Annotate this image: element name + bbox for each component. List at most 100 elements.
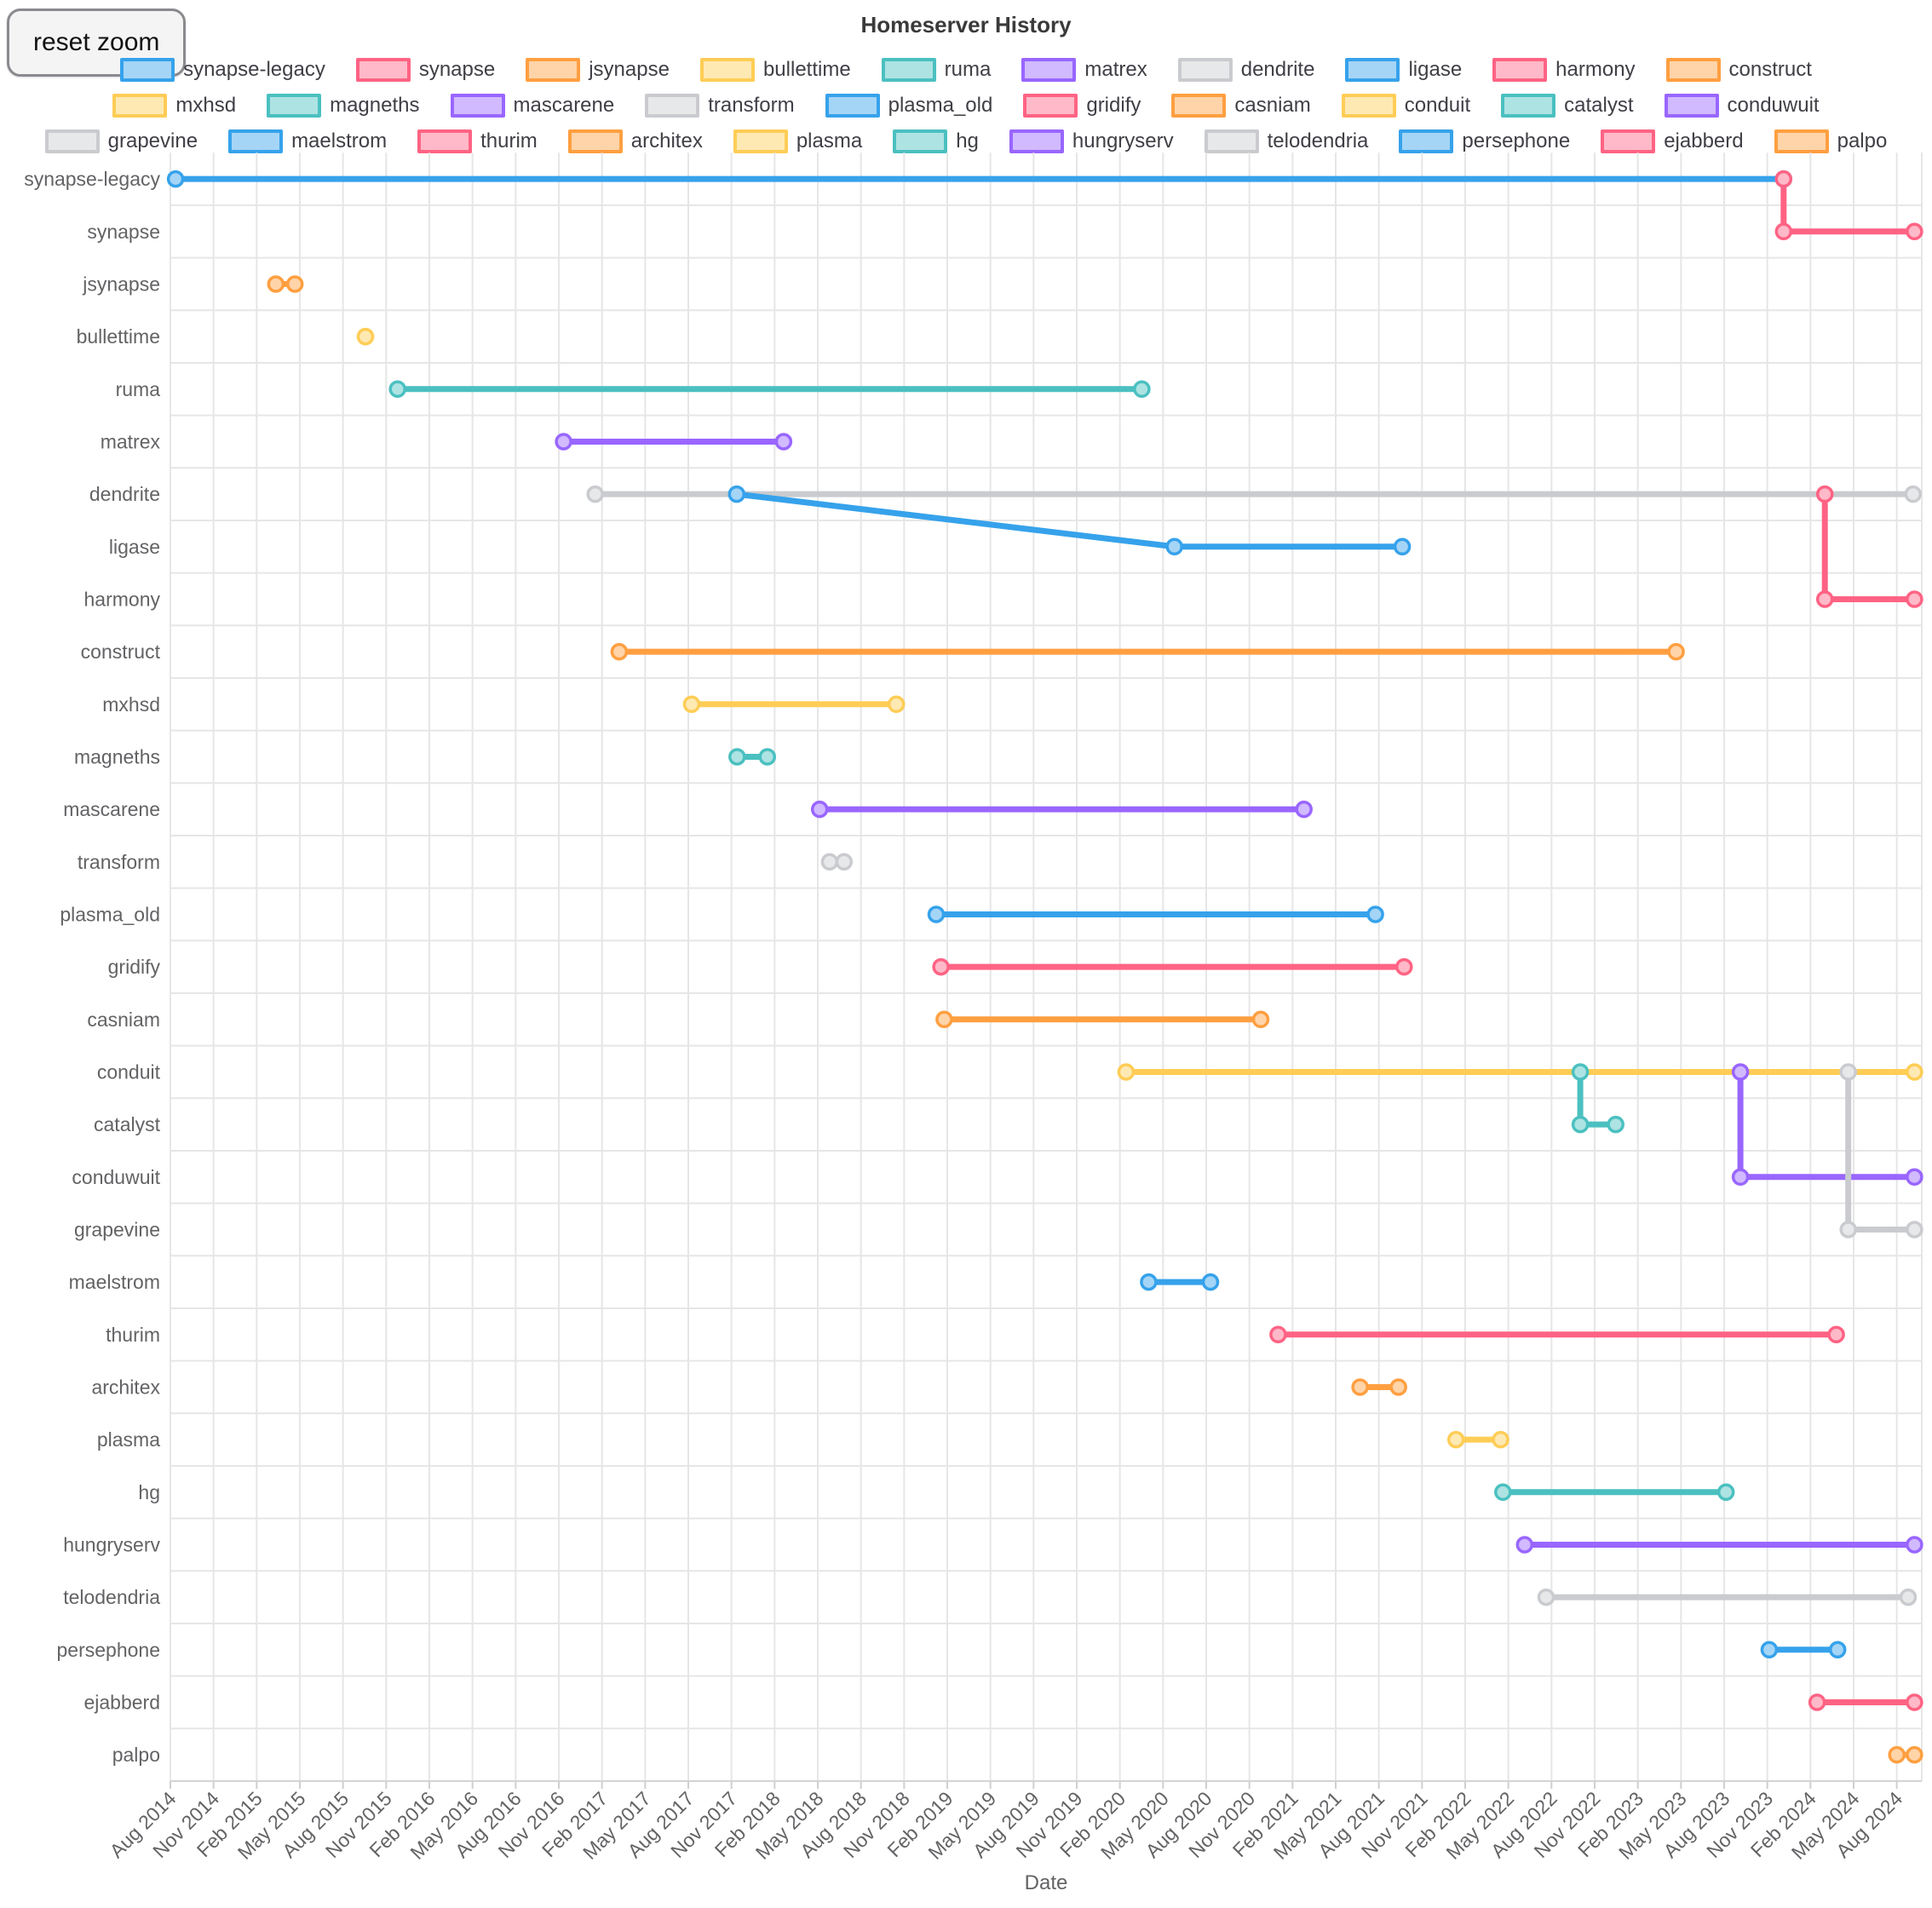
legend-item-plasma[interactable]: plasma — [733, 129, 862, 153]
legend-item-conduwuit[interactable]: conduwuit — [1664, 94, 1820, 118]
legend-item-maelstrom[interactable]: maelstrom — [228, 129, 387, 153]
data-point-dendrite[interactable] — [586, 485, 604, 503]
legend-item-transform[interactable]: transform — [645, 94, 795, 118]
data-point-matrex[interactable] — [774, 433, 793, 451]
data-point-bullettime[interactable] — [356, 327, 375, 346]
data-point-maelstrom[interactable] — [1201, 1273, 1220, 1291]
legend-label: synapse — [418, 58, 496, 81]
data-point-persephone[interactable] — [1828, 1641, 1847, 1659]
data-point-ejabberd[interactable] — [1906, 1693, 1923, 1711]
data-point-transform[interactable] — [820, 853, 839, 871]
data-point-architex[interactable] — [1389, 1378, 1407, 1396]
legend-item-harmony[interactable]: harmony — [1492, 58, 1636, 82]
data-point-grapevine[interactable] — [1839, 1063, 1857, 1081]
legend-item-hg[interactable]: hg — [893, 129, 979, 153]
legend-item-telodendria[interactable]: telodendria — [1204, 129, 1368, 153]
legend-item-catalyst[interactable]: catalyst — [1501, 94, 1634, 118]
data-point-conduwuit[interactable] — [1731, 1168, 1750, 1187]
data-point-harmony[interactable] — [1906, 590, 1923, 608]
data-point-gridify[interactable] — [1395, 957, 1413, 976]
legend-item-matrex[interactable]: matrex — [1021, 58, 1147, 82]
data-point-persephone[interactable] — [1760, 1641, 1779, 1659]
legend-item-jsynapse[interactable]: jsynapse — [526, 58, 670, 82]
data-point-construct[interactable] — [1667, 642, 1685, 661]
data-point-harmony[interactable] — [1815, 590, 1834, 608]
data-point-ligase[interactable] — [1393, 537, 1412, 556]
data-point-maelstrom[interactable] — [1140, 1273, 1158, 1291]
legend-item-mascarene[interactable]: mascarene — [450, 94, 614, 118]
data-point-thurim[interactable] — [1827, 1325, 1845, 1344]
data-point-ligase[interactable] — [1165, 537, 1183, 556]
data-point-mxhsd[interactable] — [887, 695, 906, 714]
data-point-ligase[interactable] — [727, 485, 746, 503]
legend-label: persephone — [1462, 129, 1571, 152]
data-point-casniam[interactable] — [935, 1010, 953, 1029]
data-point-plasma[interactable] — [1446, 1430, 1465, 1449]
legend-item-ruma[interactable]: ruma — [881, 58, 991, 82]
legend-item-ligase[interactable]: ligase — [1345, 58, 1462, 82]
legend-item-gridify[interactable]: gridify — [1023, 94, 1141, 118]
legend-item-plasma_old[interactable]: plasma_old — [825, 94, 992, 118]
data-point-harmony[interactable] — [1815, 485, 1834, 503]
data-point-synapse[interactable] — [1774, 170, 1793, 188]
data-point-mascarene[interactable] — [810, 800, 829, 819]
legend-item-casniam[interactable]: casniam — [1171, 94, 1311, 118]
legend-item-bullettime[interactable]: bullettime — [699, 58, 851, 82]
legend-item-construct[interactable]: construct — [1665, 58, 1812, 82]
data-point-construct[interactable] — [610, 642, 629, 661]
data-point-architex[interactable] — [1351, 1378, 1369, 1396]
data-point-telodendria[interactable] — [1537, 1588, 1555, 1606]
data-point-dendrite[interactable] — [1904, 485, 1923, 503]
data-point-ejabberd[interactable] — [1808, 1693, 1826, 1711]
data-point-catalyst[interactable] — [1607, 1115, 1624, 1134]
data-point-magneths[interactable] — [728, 748, 746, 766]
legend-item-synapse[interactable]: synapse — [355, 58, 496, 82]
data-point-thurim[interactable] — [1269, 1325, 1287, 1344]
data-point-hungryserv[interactable] — [1515, 1536, 1534, 1554]
data-point-casniam[interactable] — [1251, 1010, 1270, 1029]
data-point-plasma_old[interactable] — [1366, 905, 1384, 923]
data-point-jsynapse[interactable] — [267, 275, 285, 293]
data-point-matrex[interactable] — [555, 433, 572, 451]
data-point-conduit[interactable] — [1906, 1063, 1923, 1081]
data-point-synapse[interactable] — [1774, 222, 1793, 241]
data-point-gridify[interactable] — [932, 957, 950, 976]
legend-item-mxhsd[interactable]: mxhsd — [112, 94, 236, 118]
data-point-telodendria[interactable] — [1899, 1588, 1918, 1606]
data-point-ruma[interactable] — [1133, 380, 1151, 399]
data-point-palpo[interactable] — [1906, 1745, 1923, 1764]
data-point-ruma[interactable] — [388, 380, 406, 399]
data-point-plasma[interactable] — [1492, 1430, 1509, 1449]
legend-item-ejabberd[interactable]: ejabberd — [1601, 129, 1744, 153]
legend-item-synapse-legacy[interactable]: synapse-legacy — [120, 58, 325, 82]
legend-item-architex[interactable]: architex — [567, 129, 703, 153]
data-point-transform[interactable] — [835, 853, 854, 871]
data-point-catalyst[interactable] — [1571, 1115, 1590, 1134]
data-point-conduit[interactable] — [1117, 1063, 1136, 1081]
legend-item-hungryserv[interactable]: hungryserv — [1009, 129, 1174, 153]
legend-item-conduit[interactable]: conduit — [1341, 94, 1470, 118]
reset-zoom-button[interactable]: reset zoom — [7, 9, 187, 77]
data-point-mxhsd[interactable] — [682, 695, 701, 714]
data-point-hg[interactable] — [1494, 1483, 1512, 1502]
data-point-mascarene[interactable] — [1295, 800, 1313, 819]
data-point-magneths[interactable] — [758, 748, 777, 766]
data-point-hungryserv[interactable] — [1906, 1536, 1923, 1554]
legend-item-grapevine[interactable]: grapevine — [44, 129, 198, 153]
data-point-grapevine[interactable] — [1839, 1221, 1857, 1238]
legend-item-magneths[interactable]: magneths — [267, 94, 420, 118]
data-point-grapevine[interactable] — [1906, 1221, 1923, 1238]
data-point-hg[interactable] — [1716, 1483, 1735, 1502]
data-point-conduwuit[interactable] — [1731, 1063, 1750, 1081]
legend-item-persephone[interactable]: persephone — [1399, 129, 1570, 153]
legend-item-thurim[interactable]: thurim — [417, 129, 538, 153]
legend-item-palpo[interactable]: palpo — [1774, 129, 1887, 153]
data-point-catalyst[interactable] — [1571, 1063, 1590, 1081]
data-point-synapse[interactable] — [1906, 222, 1923, 241]
data-point-conduwuit[interactable] — [1906, 1168, 1923, 1187]
data-point-plasma_old[interactable] — [927, 905, 946, 923]
legend-item-dendrite[interactable]: dendrite — [1177, 58, 1314, 82]
data-point-palpo[interactable] — [1888, 1745, 1906, 1764]
data-point-synapse-legacy[interactable] — [166, 170, 185, 188]
data-point-jsynapse[interactable] — [285, 275, 304, 293]
